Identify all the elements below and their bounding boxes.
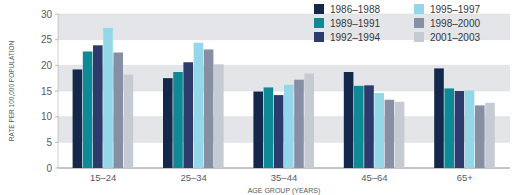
bar [93, 45, 103, 168]
grid-line [58, 65, 510, 66]
bar [444, 88, 454, 168]
x-tick-label: 15–24 [90, 172, 116, 183]
legend-label: 1992–1994 [330, 32, 380, 43]
y-tick-label: 30 [41, 9, 53, 20]
bar [163, 78, 173, 168]
bars [73, 28, 495, 168]
y-tick-label: 0 [46, 163, 52, 174]
legend-label: 1989–1991 [330, 18, 380, 29]
x-tick-label: 35–44 [271, 172, 297, 183]
y-tick [55, 14, 58, 15]
legend-swatch [414, 4, 424, 14]
bar [485, 103, 495, 168]
chart: 0 5 10 15 20 25 30 RATE PER 100,000 POPULATION 1… [0, 0, 513, 195]
bar [284, 85, 294, 168]
legend-swatch [314, 4, 324, 14]
x-tick-label: 45–64 [361, 172, 387, 183]
bar [434, 68, 444, 168]
bar [204, 49, 214, 168]
x-axis-label: AGE GROUP (YEARS) [248, 187, 321, 195]
y-tick [55, 91, 58, 92]
legend-swatch [314, 32, 324, 42]
bar [364, 85, 374, 168]
legend-label: 2001–2003 [430, 32, 480, 43]
bar [264, 87, 274, 168]
bar [455, 91, 465, 168]
bar [194, 43, 204, 168]
legend-label: 1995–1997 [430, 4, 480, 15]
bar [214, 64, 224, 168]
bar [73, 69, 83, 168]
bar [294, 80, 304, 168]
x-tick-label: 25–34 [180, 172, 206, 183]
legend-label: 1998–2000 [430, 18, 480, 29]
y-tick-label: 5 [46, 137, 52, 148]
y-tick [55, 39, 58, 40]
legend-swatch [314, 18, 324, 28]
bar [183, 62, 193, 168]
bar [465, 90, 475, 168]
bar [83, 51, 93, 168]
y-axis-label: RATE PER 100,000 POPULATION [8, 40, 15, 141]
bar [475, 105, 485, 168]
y-tick-label: 15 [41, 86, 53, 97]
y-tick [55, 168, 58, 169]
y-tick-label: 25 [41, 34, 53, 45]
bar [374, 93, 384, 168]
legend-swatch [414, 18, 424, 28]
bar [344, 72, 354, 168]
bar [354, 86, 364, 168]
x-tick-label: 65+ [457, 172, 474, 183]
y-tick [55, 116, 58, 117]
bar [385, 100, 395, 168]
legend-label: 1986–1988 [330, 4, 380, 15]
bar [304, 74, 314, 168]
y-tick [55, 142, 58, 143]
bar [124, 75, 134, 168]
legend-swatch [414, 32, 424, 42]
y-tick-label: 10 [41, 111, 53, 122]
bar [395, 102, 405, 168]
y-tick-label: 20 [41, 60, 53, 71]
bar [103, 28, 113, 168]
y-tick [55, 65, 58, 66]
bar [274, 95, 284, 168]
bar [173, 72, 183, 168]
bar [253, 92, 263, 168]
bar [113, 53, 123, 169]
